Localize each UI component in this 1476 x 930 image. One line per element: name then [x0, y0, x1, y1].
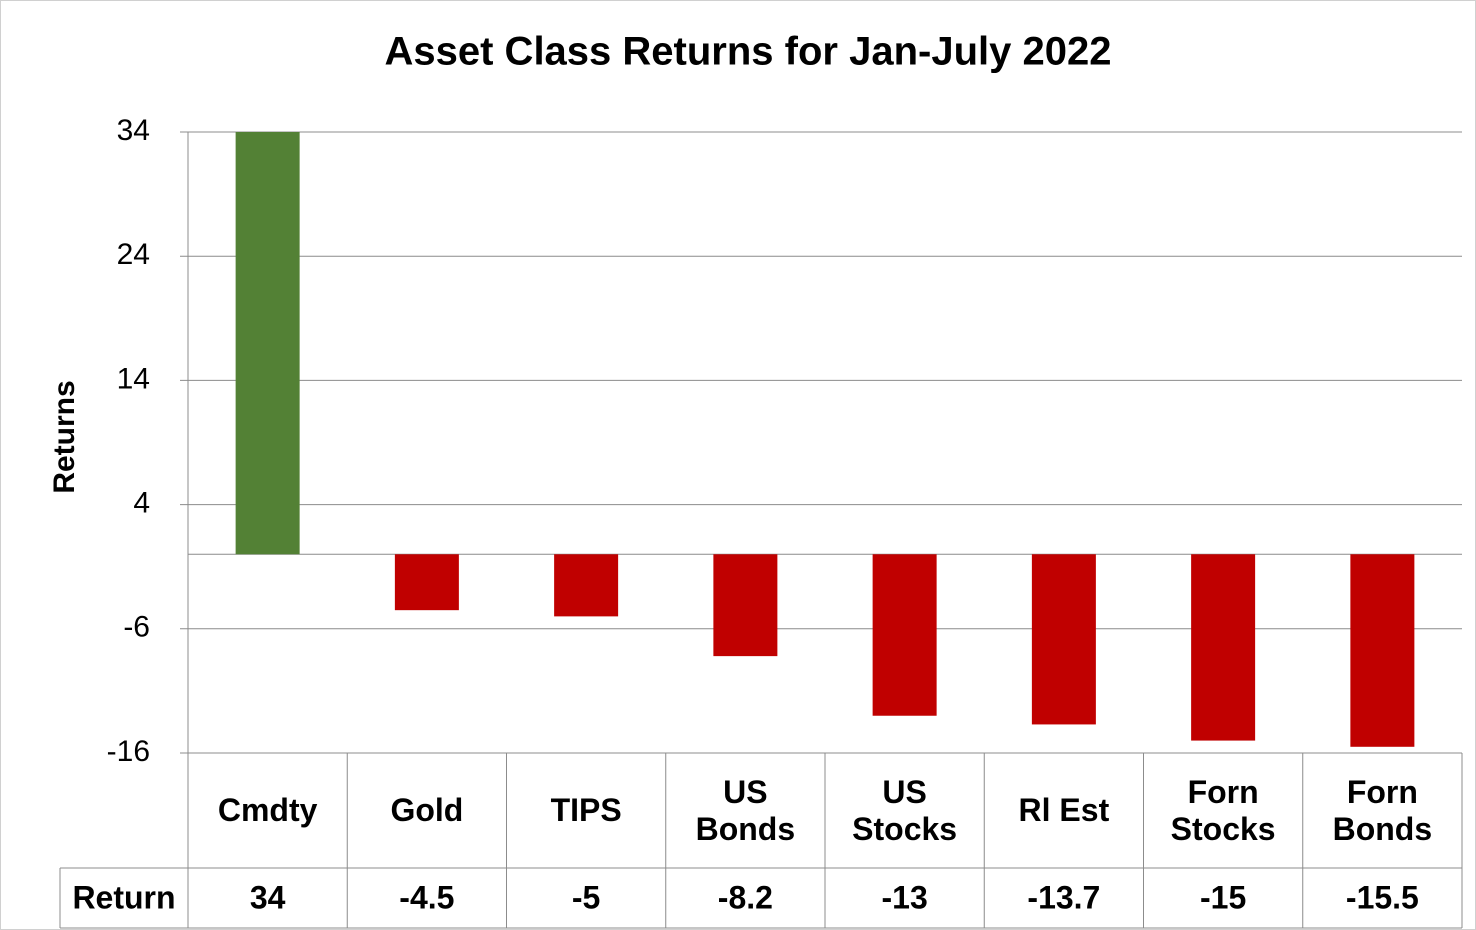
y-tick-label: 24	[117, 238, 150, 271]
bar	[872, 554, 937, 716]
bar	[394, 554, 459, 611]
x-tick-label: Rl Est	[1018, 792, 1110, 829]
table-value: -8.2	[718, 879, 773, 915]
x-tick-label: US Stocks	[852, 773, 958, 847]
y-axis-label: Returns	[48, 380, 81, 493]
bar	[1350, 554, 1415, 747]
table-value: 34	[250, 879, 286, 915]
x-tick-label: TIPS	[550, 792, 622, 829]
bar	[554, 554, 619, 617]
table-series-name: Return	[72, 879, 175, 915]
bar	[713, 554, 778, 657]
y-tick-label: -16	[107, 735, 150, 768]
table-value: -15.5	[1346, 879, 1419, 915]
y-tick-label: 14	[117, 362, 150, 395]
y-tick-label: -6	[123, 611, 150, 644]
table-value: -15	[1200, 879, 1246, 915]
bar	[1191, 554, 1256, 741]
x-tick-label: US Bonds	[695, 773, 796, 847]
x-tick-label: Gold	[390, 792, 464, 829]
x-tick-label: Forn Bonds	[1332, 773, 1433, 847]
bar	[1031, 554, 1096, 725]
table-value: -13	[882, 879, 928, 915]
x-tick-label: Cmdty	[217, 792, 318, 829]
table-value: -4.5	[399, 879, 454, 915]
x-tick-label: Forn Stocks	[1170, 773, 1276, 847]
chart-title: Asset Class Returns for Jan-July 2022	[385, 30, 1112, 74]
bar	[235, 132, 300, 555]
table-value: -5	[572, 879, 600, 915]
y-tick-label: 34	[117, 114, 150, 147]
table-value: -13.7	[1027, 879, 1100, 915]
y-tick-label: 4	[133, 487, 150, 520]
